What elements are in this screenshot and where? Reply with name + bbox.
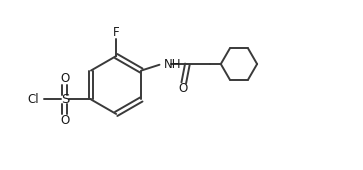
Text: S: S — [61, 93, 69, 106]
Text: Cl: Cl — [27, 93, 39, 106]
Text: O: O — [60, 72, 69, 85]
Text: NH: NH — [164, 57, 181, 71]
Text: O: O — [179, 82, 188, 96]
Text: F: F — [113, 26, 119, 39]
Text: O: O — [60, 114, 69, 127]
